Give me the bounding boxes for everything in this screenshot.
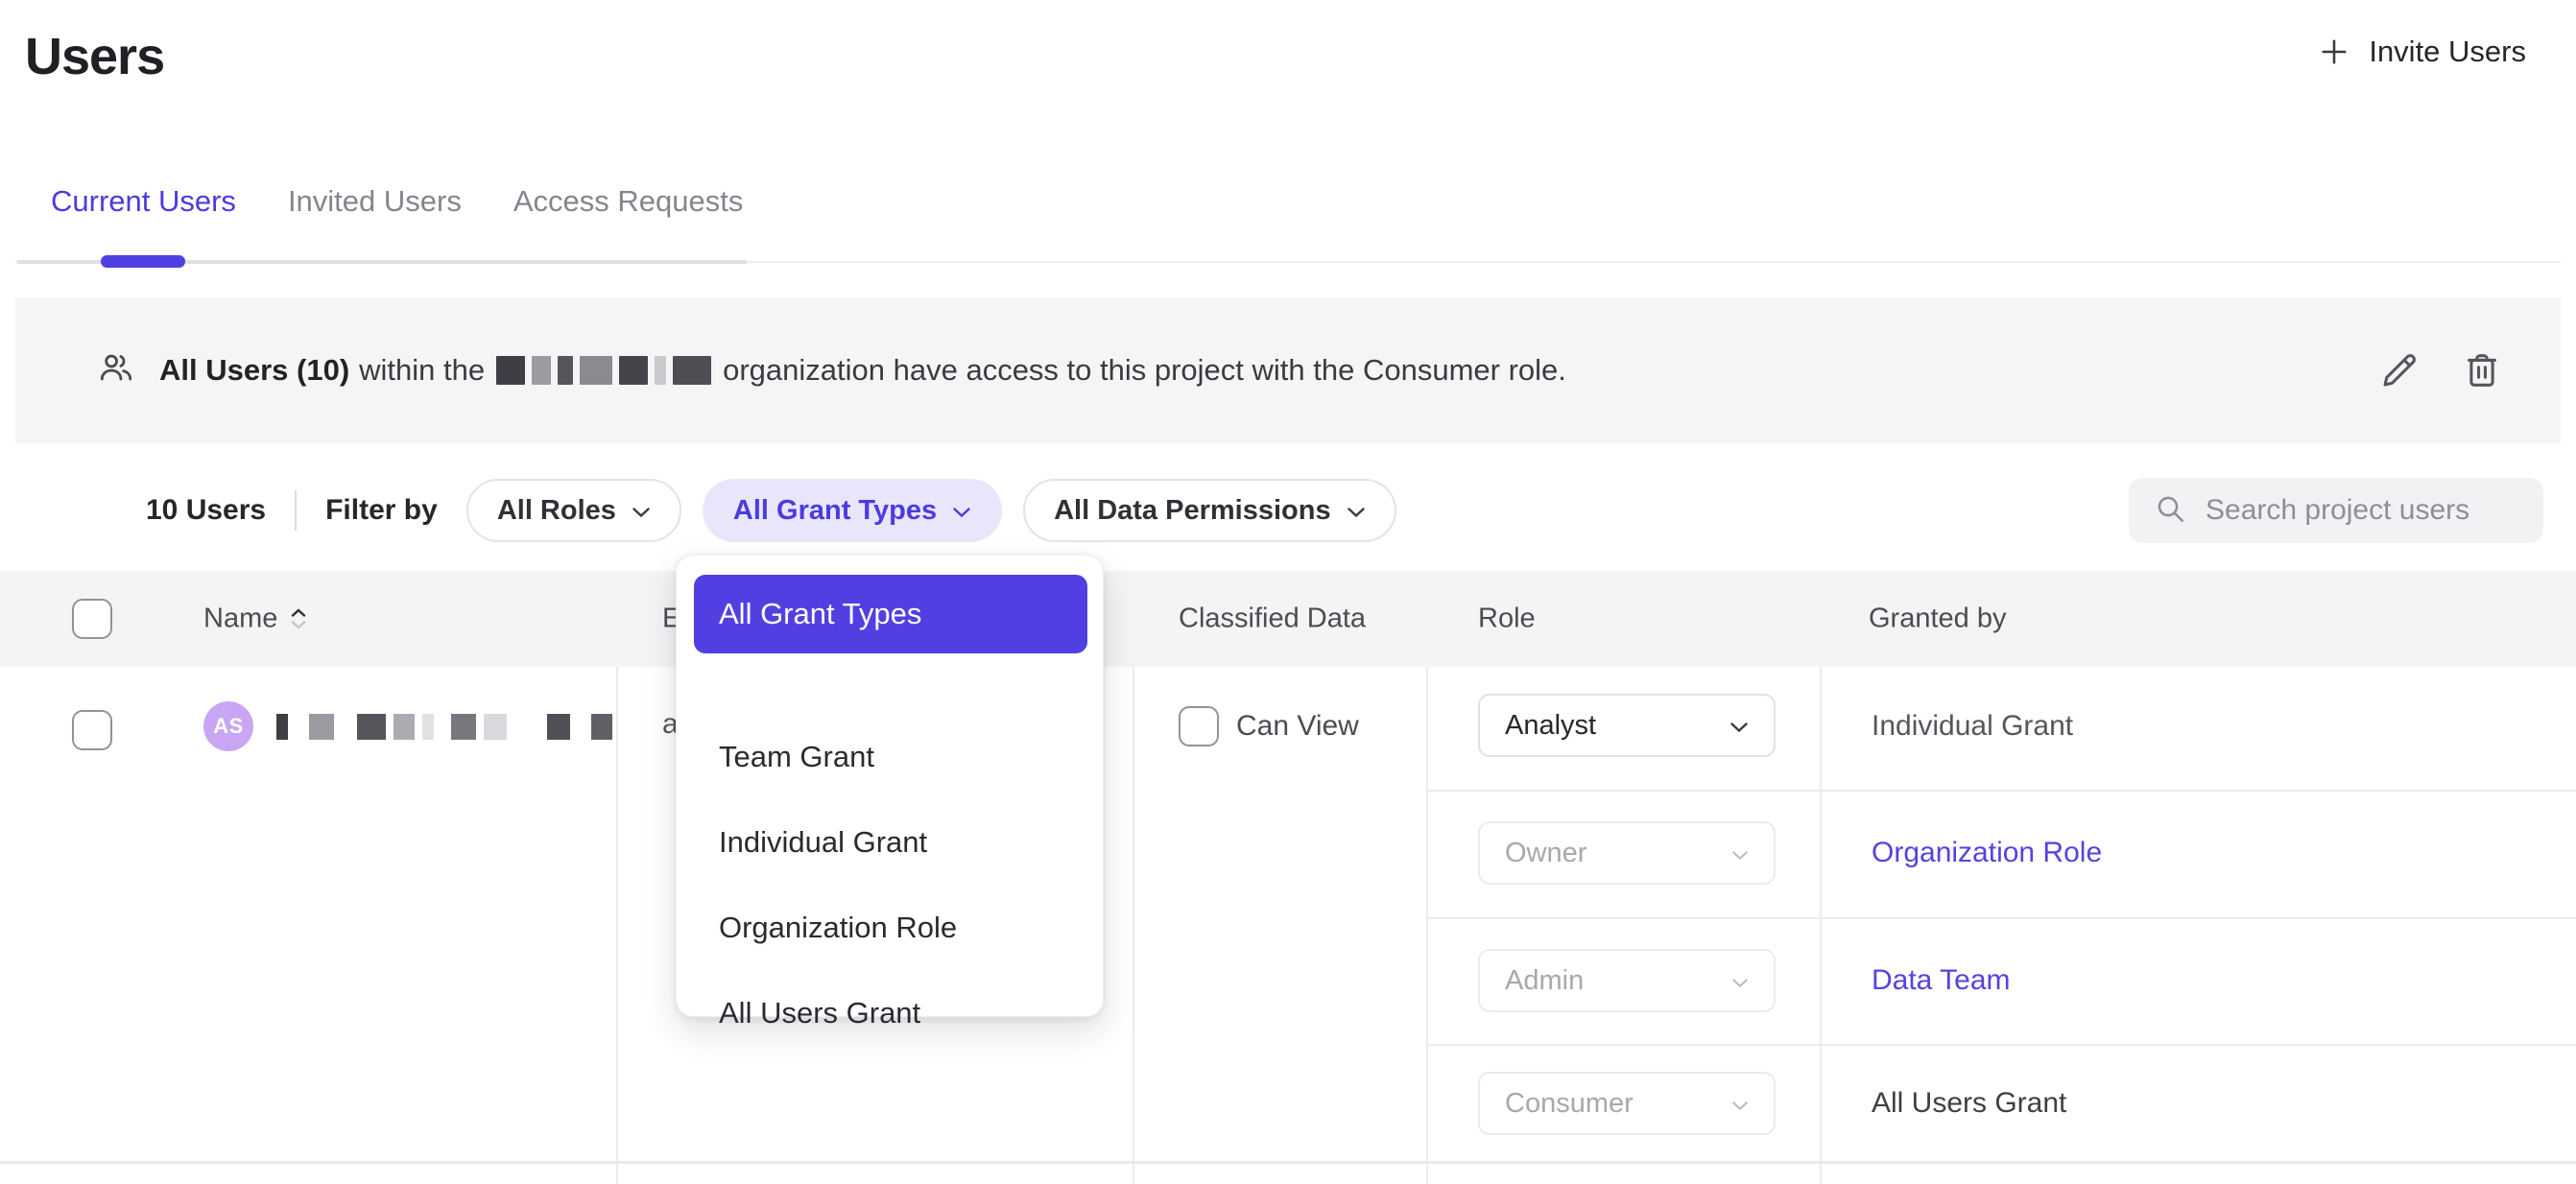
redacted-org-name xyxy=(496,356,712,385)
user-count: 10 Users xyxy=(146,494,267,526)
granted-by-organization-role-link[interactable]: Organization Role xyxy=(1872,837,2103,868)
avatar: AS xyxy=(203,701,253,751)
role-select-analyst[interactable]: Analyst xyxy=(1478,694,1776,757)
banner-bold: All Users (10) xyxy=(159,353,350,387)
column-divider xyxy=(616,667,618,1184)
chevron-down-icon xyxy=(1731,965,1749,997)
banner-text: All Users (10) within the organization h… xyxy=(159,353,1566,388)
tab-bar: Current Users Invited Users Access Reque… xyxy=(51,184,743,219)
dropdown-item-all-grant-types[interactable]: All Grant Types xyxy=(694,575,1087,653)
filter-pills: All Roles All Grant Types All Data Permi… xyxy=(465,479,1396,542)
page-title: Users xyxy=(25,28,165,85)
filter-row: 10 Users Filter by All Roles All Grant T… xyxy=(146,478,2543,543)
dropdown-item-all-users-grant[interactable]: All Users Grant xyxy=(719,996,921,1030)
tabs-divider xyxy=(15,261,2561,263)
role-select-admin[interactable]: Admin xyxy=(1478,949,1776,1012)
invite-users-label: Invite Users xyxy=(2369,35,2526,68)
grant-types-dropdown-menu: All Grant Types Team Grant Individual Gr… xyxy=(676,555,1104,1030)
role-select-consumer[interactable]: Consumer xyxy=(1478,1072,1776,1135)
all-grant-types-label: All Grant Types xyxy=(732,494,938,526)
invite-users-button[interactable]: Invite Users xyxy=(2317,35,2526,69)
delete-trash-icon[interactable] xyxy=(2457,345,2507,395)
column-divider xyxy=(1820,667,1822,1184)
row-checkbox[interactable] xyxy=(72,710,112,750)
role-column-header: Role xyxy=(1478,603,1536,634)
grant-row-divider xyxy=(1427,790,2576,792)
all-users-banner: All Users (10) within the organization h… xyxy=(15,297,2561,443)
all-grant-types-filter[interactable]: All Grant Types xyxy=(702,479,1003,542)
grant-row-divider xyxy=(1427,1044,2576,1046)
name-column-header[interactable]: Name xyxy=(203,604,306,635)
banner-middle: within the xyxy=(359,353,486,387)
grant-row-divider xyxy=(1427,917,2576,919)
dropdown-item-individual-grant[interactable]: Individual Grant xyxy=(719,825,928,859)
granted-by-column-header: Granted by xyxy=(1869,603,2007,634)
search-project-users xyxy=(2129,478,2543,543)
chevron-down-icon xyxy=(952,495,971,527)
all-data-permissions-filter[interactable]: All Data Permissions xyxy=(1023,479,1396,542)
banner-actions xyxy=(2374,345,2507,395)
role-select-owner[interactable]: Owner xyxy=(1478,821,1776,885)
granted-by-data-team-link[interactable]: Data Team xyxy=(1872,964,2011,996)
tabs-divider-dark xyxy=(17,260,747,264)
sort-icon[interactable] xyxy=(291,608,306,630)
search-input[interactable] xyxy=(2206,494,2518,527)
plus-icon xyxy=(2317,35,2351,69)
granted-by-individual-grant: Individual Grant xyxy=(1872,710,2074,742)
banner-tail: organization have access to this project… xyxy=(723,353,1566,387)
all-roles-label: All Roles xyxy=(496,494,616,526)
can-view-checkbox[interactable] xyxy=(1179,706,1219,746)
filter-divider xyxy=(295,490,298,531)
edit-pencil-icon[interactable] xyxy=(2374,345,2424,395)
chevron-down-icon xyxy=(1729,710,1749,742)
redacted-user-name xyxy=(276,714,612,740)
table-header: Name Email Classified Data Role Granted … xyxy=(0,571,2576,667)
all-data-permissions-label: All Data Permissions xyxy=(1054,494,1331,526)
tab-invited-users[interactable]: Invited Users xyxy=(287,184,462,218)
column-divider xyxy=(1133,667,1134,1184)
column-divider xyxy=(1426,667,1428,1184)
select-all-checkbox[interactable] xyxy=(72,599,112,639)
chevron-down-icon xyxy=(1731,1088,1749,1120)
all-roles-filter[interactable]: All Roles xyxy=(465,479,681,542)
active-tab-indicator xyxy=(101,255,185,268)
people-icon xyxy=(96,348,136,393)
granted-by-all-users-grant: All Users Grant xyxy=(1872,1087,2067,1119)
classified-data-column-header: Classified Data xyxy=(1179,603,1367,634)
dropdown-item-team-grant[interactable]: Team Grant xyxy=(719,740,874,773)
search-icon xyxy=(2154,492,2186,530)
filter-by-label: Filter by xyxy=(325,494,438,526)
chevron-down-icon xyxy=(632,495,651,527)
tab-access-requests[interactable]: Access Requests xyxy=(513,184,744,218)
chevron-down-icon xyxy=(1731,838,1749,869)
row-email: a xyxy=(662,708,679,740)
can-view-label: Can View xyxy=(1236,710,1359,742)
chevron-down-icon xyxy=(1347,495,1366,527)
row-divider xyxy=(0,1161,2576,1164)
tab-current-users[interactable]: Current Users xyxy=(51,184,236,218)
dropdown-item-organization-role[interactable]: Organization Role xyxy=(719,911,958,944)
